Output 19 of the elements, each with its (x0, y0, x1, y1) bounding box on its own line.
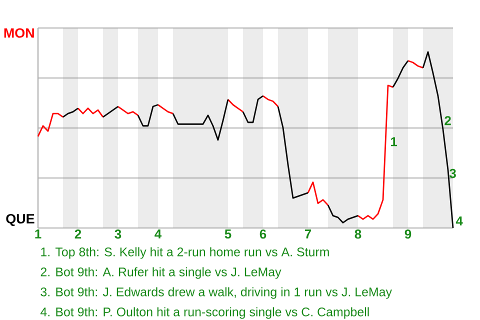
text: QUE (6, 214, 34, 226)
annotation: 2 (444, 116, 451, 126)
x-tick-label: 6 (260, 230, 266, 239)
text: MON (4, 28, 34, 38)
x-tick-label: 2 (74, 230, 82, 239)
x-tick-label: 5 (224, 230, 232, 239)
x-tick-label: 7 (304, 230, 312, 238)
x-tick-label: 8 (354, 230, 362, 239)
text: 3. Bot 9th: J. Edwards drew a walk, driving in 1 run vs J. LeMay (40, 287, 392, 299)
x-tick-label: 1 (35, 230, 42, 238)
text: 1. Top 8th: S. Kelly hit a 2-run home run vs A. Sturm (41, 247, 329, 259)
annotation: 1 (391, 137, 398, 146)
text: 4 (456, 216, 463, 226)
x-tick-label: 9 (404, 230, 412, 239)
x-tick-label: 4 (154, 230, 162, 238)
text: 2. Bot 9th: A. Rufer hit a single vs J. LeMay (40, 267, 282, 279)
text: 4. Bot 9th: P. Oulton hit a run-scoring single vs C. Campbell (40, 307, 369, 319)
annotation: 3 (449, 168, 456, 178)
x-tick-label: 3 (114, 230, 122, 239)
